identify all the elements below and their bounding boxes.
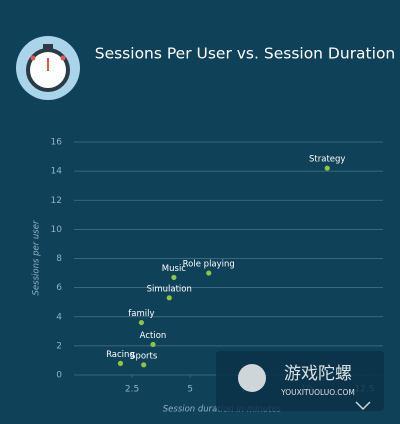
point xyxy=(324,165,330,171)
y-tick-label: 16 xyxy=(51,138,63,148)
y-tick-label: 10 xyxy=(51,225,63,235)
stopwatch-icon xyxy=(16,36,80,100)
y-tick-label: 4 xyxy=(56,312,62,322)
point-label: Role playing xyxy=(183,260,235,270)
y-tick-label: 14 xyxy=(51,167,63,177)
y-tick-label: 12 xyxy=(51,196,62,206)
point-label: Music xyxy=(162,264,187,274)
chevron xyxy=(355,401,371,411)
watermark-url: YOUXITUOLUO.COM xyxy=(280,388,355,397)
chart-title: Sessions Per User vs. Session Duration xyxy=(95,45,396,63)
y-tick-label: 6 xyxy=(56,283,62,293)
y-tick-label: 0 xyxy=(56,371,62,381)
point-label: Racing xyxy=(106,350,135,360)
point xyxy=(171,274,177,281)
point xyxy=(138,319,144,326)
point-label: Strategy xyxy=(309,155,345,165)
point xyxy=(141,362,147,368)
point xyxy=(166,295,172,301)
point-label: Simulation xyxy=(147,284,192,294)
y-axis-label: Sessions per user xyxy=(32,220,42,295)
point xyxy=(117,360,124,366)
watermark-name: 游戏陀螺 xyxy=(284,364,352,384)
watermark-logo xyxy=(238,364,266,392)
y-tick-label: 8 xyxy=(56,254,62,264)
point xyxy=(150,341,156,348)
point-label: family xyxy=(128,309,154,319)
point xyxy=(206,270,212,276)
watermark: 游戏陀螺 YOUXITUOLUO.COM xyxy=(216,351,384,411)
point-label: Sports xyxy=(130,351,158,361)
point-label: Action xyxy=(140,331,167,341)
x-tick-label: 2.5 xyxy=(125,385,139,395)
y-tick-label: 2 xyxy=(56,341,62,351)
x-tick-label: 5 xyxy=(187,385,193,395)
